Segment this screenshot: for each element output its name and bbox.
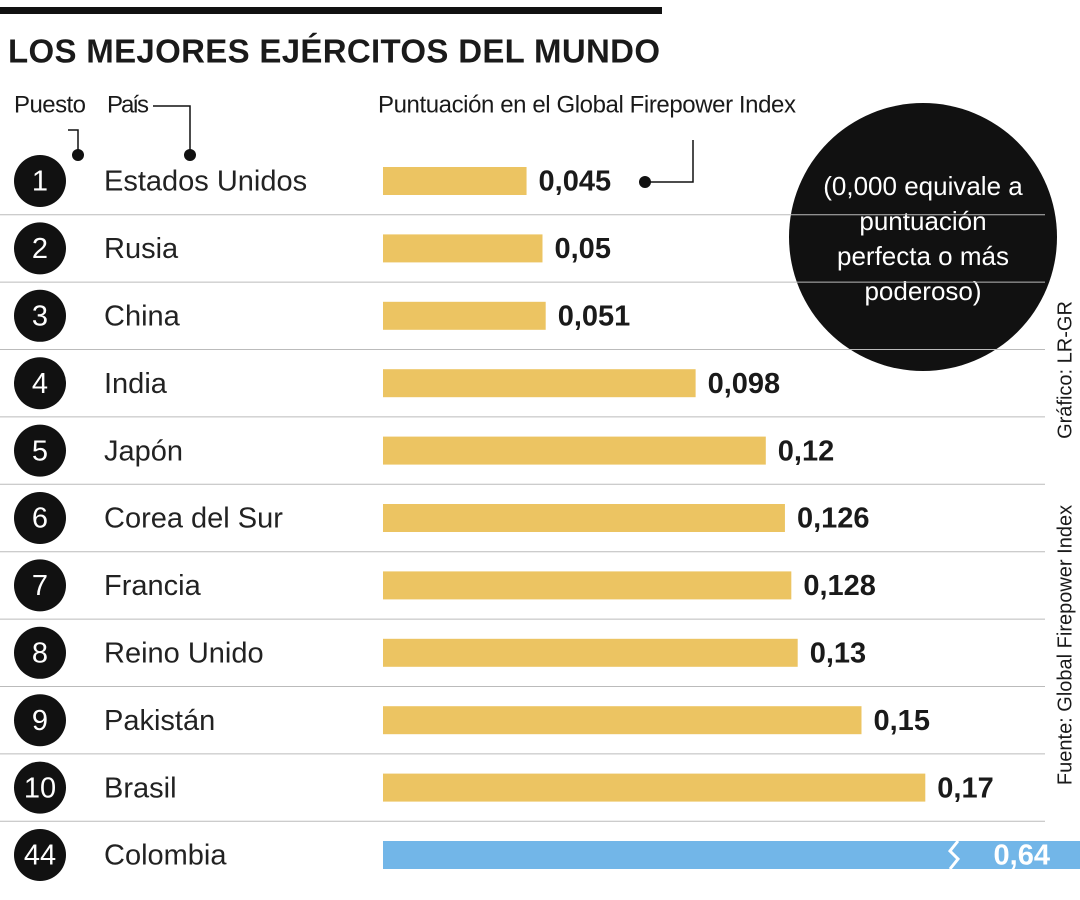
value-label: 0,128: [803, 570, 876, 602]
rank: 8: [32, 637, 48, 669]
value-label: 0,15: [874, 705, 930, 737]
connector-dot: [184, 149, 196, 161]
rank-badge: [14, 694, 66, 747]
note-line: (0,000 equivale a: [823, 171, 1023, 201]
category-label: Brasil: [104, 772, 177, 804]
rank: 6: [32, 503, 48, 535]
bar: [383, 638, 798, 667]
note-line: puntuación: [859, 206, 986, 236]
bar: [383, 706, 862, 735]
category-label: Corea del Sur: [104, 503, 283, 535]
rank-badge: [14, 492, 66, 544]
value-label: 0,126: [797, 503, 870, 535]
bar: [383, 773, 926, 802]
note-line: poderoso): [864, 276, 981, 306]
bar: [383, 301, 546, 330]
category-label: Reino Unido: [104, 637, 264, 669]
rank-header: Puesto: [14, 91, 86, 118]
rank: 1: [32, 166, 48, 198]
bar: [383, 436, 766, 465]
category-label: Colombia: [104, 840, 227, 872]
value-label: 0,05: [555, 233, 611, 265]
rank-badge: [14, 761, 66, 814]
value-label: 0,64: [994, 840, 1050, 872]
category-label: China: [104, 300, 181, 332]
rank: 2: [32, 233, 48, 265]
source: Fuente: Global Firepower Index: [1054, 505, 1076, 785]
connector-dot: [639, 176, 651, 188]
credit: Gráfico: LR-GR: [1054, 301, 1076, 439]
value-header: Puntuación en el Global Firepower Index: [378, 91, 796, 118]
rank: 10: [24, 772, 56, 804]
rank-badge: [14, 424, 66, 477]
bar: [383, 369, 696, 398]
chart-title: LOS MEJORES EJÉRCITOS DEL MUNDO: [8, 33, 660, 70]
value-label: 0,045: [539, 166, 612, 198]
rank-badge: [14, 289, 66, 342]
rank-badge: [14, 155, 66, 207]
connector: [153, 105, 191, 155]
value-label: 0,051: [558, 300, 631, 332]
rank-badge: [14, 222, 66, 275]
value-label: 0,13: [810, 637, 866, 669]
category-label: Pakistán: [104, 705, 215, 737]
bar: [383, 571, 792, 600]
rank: 3: [32, 300, 48, 332]
rank: 4: [32, 368, 48, 400]
category-label: Japón: [104, 435, 183, 467]
axis-break: [947, 840, 961, 870]
bar: [383, 504, 785, 532]
category-label: India: [104, 368, 168, 400]
rank-badge: [14, 357, 66, 410]
connector-dot: [72, 149, 84, 161]
rank: 5: [32, 435, 48, 467]
note-line: perfecta o más: [837, 241, 1009, 271]
category-label: Rusia: [104, 233, 179, 265]
note-bubble: [789, 103, 1057, 371]
connector: [68, 129, 79, 155]
value-label: 0,098: [708, 368, 781, 400]
rank-badge: [14, 559, 66, 612]
rank-badge: [14, 626, 66, 679]
value-label: 0,17: [937, 772, 993, 804]
bar: [383, 841, 1080, 869]
bar: [383, 234, 543, 263]
rank: 9: [32, 705, 48, 737]
connector: [645, 140, 694, 183]
category-label: Estados Unidos: [104, 166, 307, 198]
value-label: 0,12: [778, 435, 834, 467]
bar: [383, 167, 527, 195]
rank-badge: [14, 829, 66, 881]
rank: 7: [32, 570, 48, 602]
top-rule: [0, 7, 662, 14]
category-header: País: [107, 91, 149, 118]
rank: 44: [24, 840, 56, 872]
category-label: Francia: [104, 570, 202, 602]
